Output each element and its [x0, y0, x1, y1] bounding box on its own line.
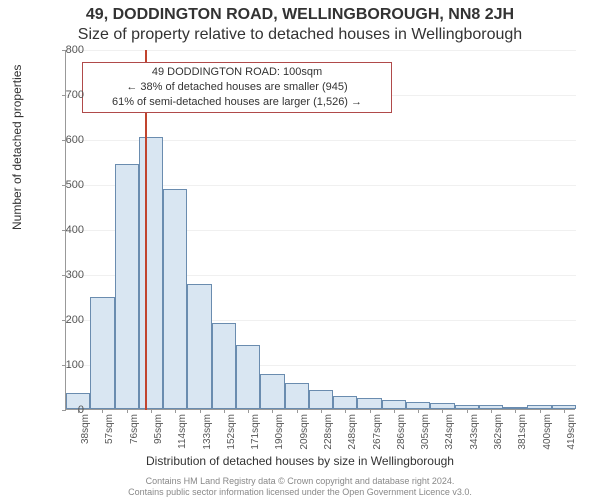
page-title: 49, DODDINGTON ROAD, WELLINGBOROUGH, NN8…: [0, 0, 600, 24]
xtick-mark: [127, 409, 128, 413]
histogram-bar: [333, 396, 357, 410]
xtick-label: 209sqm: [299, 414, 310, 450]
xtick-label: 343sqm: [469, 414, 480, 450]
histogram-bar: [309, 390, 333, 409]
histogram-bar: [115, 164, 139, 409]
annotation-line: 61% of semi-detached houses are larger (…: [89, 95, 385, 110]
ytick-label: 400: [44, 224, 84, 236]
ytick-label: 0: [44, 404, 84, 416]
xtick-mark: [370, 409, 371, 413]
xtick-mark: [515, 409, 516, 413]
xtick-label: 190sqm: [274, 414, 285, 450]
xtick-mark: [272, 409, 273, 413]
xtick-mark: [540, 409, 541, 413]
ytick-label: 800: [44, 44, 84, 56]
xtick-mark: [491, 409, 492, 413]
page-subtitle: Size of property relative to detached ho…: [0, 24, 600, 46]
xtick-label: 381sqm: [517, 414, 528, 450]
histogram-bar: [406, 402, 430, 409]
xtick-mark: [442, 409, 443, 413]
xtick-mark: [467, 409, 468, 413]
xtick-label: 267sqm: [372, 414, 383, 450]
xtick-label: 419sqm: [566, 414, 577, 450]
xtick-label: 248sqm: [347, 414, 358, 450]
xtick-label: 324sqm: [444, 414, 455, 450]
xtick-mark: [200, 409, 201, 413]
ytick-label: 300: [44, 269, 84, 281]
histogram-bar: [236, 345, 260, 409]
xtick-label: 76sqm: [129, 414, 140, 444]
xtick-label: 362sqm: [493, 414, 504, 450]
footer-line-1: Contains HM Land Registry data © Crown c…: [0, 476, 600, 487]
xtick-mark: [345, 409, 346, 413]
xtick-mark: [321, 409, 322, 413]
histogram-bar: [357, 398, 381, 409]
histogram-bar: [382, 400, 406, 409]
footer-line-2: Contains public sector information licen…: [0, 487, 600, 498]
annotation-line: ← 38% of detached houses are smaller (94…: [89, 80, 385, 95]
y-axis-label: Number of detached properties: [10, 65, 24, 230]
xtick-label: 152sqm: [226, 414, 237, 450]
xtick-mark: [394, 409, 395, 413]
xtick-label: 57sqm: [104, 414, 115, 444]
xtick-mark: [151, 409, 152, 413]
xtick-label: 95sqm: [153, 414, 164, 444]
xtick-label: 171sqm: [250, 414, 261, 450]
xtick-label: 286sqm: [396, 414, 407, 450]
gridline: [66, 50, 576, 51]
histogram-bar: [90, 297, 114, 410]
xtick-mark: [564, 409, 565, 413]
xtick-mark: [102, 409, 103, 413]
xtick-mark: [175, 409, 176, 413]
xtick-mark: [297, 409, 298, 413]
xtick-label: 133sqm: [202, 414, 213, 450]
annotation-line: 49 DODDINGTON ROAD: 100sqm: [89, 65, 385, 80]
xtick-label: 38sqm: [80, 414, 91, 444]
xtick-mark: [224, 409, 225, 413]
ytick-label: 500: [44, 179, 84, 191]
xtick-label: 228sqm: [323, 414, 334, 450]
ytick-label: 700: [44, 89, 84, 101]
histogram-bar: [139, 137, 163, 409]
plot-area: 49 DODDINGTON ROAD: 100sqm← 38% of detac…: [65, 50, 575, 410]
xtick-label: 305sqm: [420, 414, 431, 450]
xtick-label: 114sqm: [177, 414, 188, 449]
ytick-label: 200: [44, 314, 84, 326]
chart-area: 49 DODDINGTON ROAD: 100sqm← 38% of detac…: [65, 50, 575, 410]
annotation-callout: 49 DODDINGTON ROAD: 100sqm← 38% of detac…: [82, 62, 392, 113]
histogram-bar: [260, 374, 284, 409]
ytick-label: 100: [44, 359, 84, 371]
chart-container: 49, DODDINGTON ROAD, WELLINGBOROUGH, NN8…: [0, 0, 600, 500]
histogram-bar: [163, 189, 187, 410]
histogram-bar: [187, 284, 211, 409]
xtick-mark: [248, 409, 249, 413]
histogram-bar: [285, 383, 309, 409]
ytick-label: 600: [44, 134, 84, 146]
xtick-mark: [418, 409, 419, 413]
x-axis-label: Distribution of detached houses by size …: [0, 454, 600, 468]
histogram-bar: [212, 323, 236, 409]
footer-attribution: Contains HM Land Registry data © Crown c…: [0, 476, 600, 499]
xtick-label: 400sqm: [542, 414, 553, 450]
